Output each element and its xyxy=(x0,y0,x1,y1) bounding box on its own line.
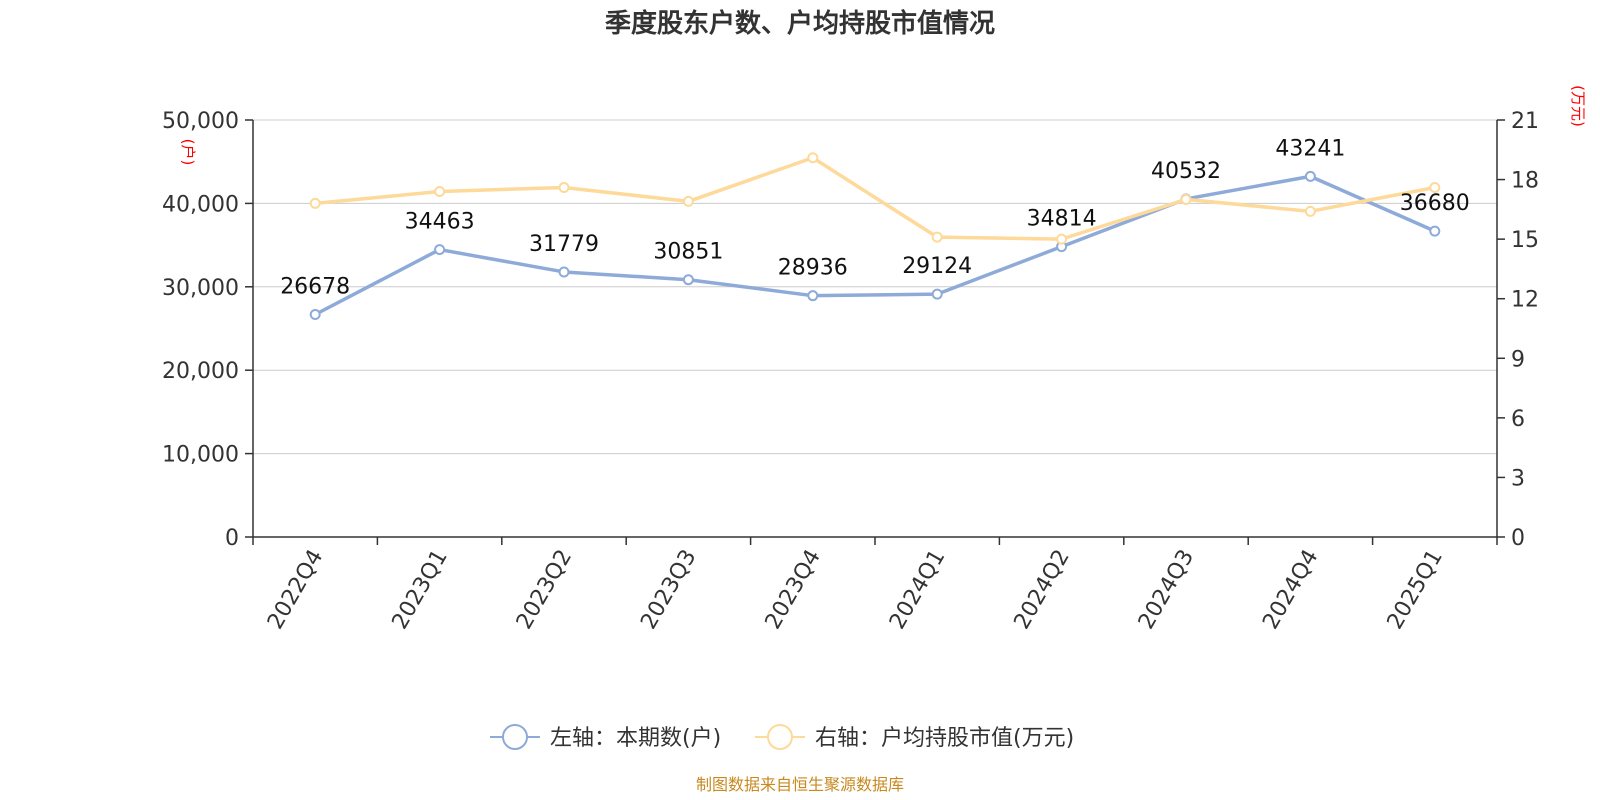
data-label: 31779 xyxy=(529,232,599,257)
data-label: 43241 xyxy=(1275,136,1345,161)
x-axis-tick-label: 2022Q4 xyxy=(263,546,328,634)
series-2-point xyxy=(309,197,321,209)
x-axis-tick-label: 2024Q1 xyxy=(885,545,950,633)
x-axis-tick-label: 2024Q2 xyxy=(1009,546,1074,634)
series-line-2 xyxy=(315,155,1436,241)
right-axis-tick-label: 9 xyxy=(1511,347,1525,372)
legend-swatch-marker xyxy=(767,724,793,750)
x-axis-tick-label: 2023Q3 xyxy=(636,546,701,634)
data-label: 26678 xyxy=(280,275,350,300)
data-label: 28936 xyxy=(778,256,848,281)
left-axis-unit: (户) xyxy=(179,139,197,166)
legend-label-2: 右轴：户均持股市值(万元) xyxy=(815,726,1074,751)
x-axis-tick-label: 2024Q3 xyxy=(1134,546,1199,634)
series-1-point xyxy=(682,274,694,286)
series-2-point xyxy=(434,185,446,197)
right-axis-tick-label: 3 xyxy=(1511,466,1525,491)
series-1-point xyxy=(1429,225,1441,237)
series-2-point xyxy=(931,231,943,243)
series-2-point xyxy=(1429,182,1441,194)
data-label: 36680 xyxy=(1400,191,1470,216)
legend[interactable]: 左轴：本期数(户) 右轴：户均持股市值(万元) xyxy=(490,724,1074,751)
series-2-point xyxy=(558,182,570,194)
left-axis-tick-label: 50,000 xyxy=(162,109,239,134)
right-axis-unit: (万元) xyxy=(1569,85,1587,127)
source-note: 制图数据来自恒生聚源数据库 xyxy=(696,775,904,794)
x-axis-tick-label: 2024Q4 xyxy=(1258,546,1323,634)
x-axis-tick-label: 2025Q1 xyxy=(1383,546,1448,634)
data-label: 34463 xyxy=(405,210,475,235)
left-axis-tick-label: 20,000 xyxy=(162,359,239,384)
x-axis-tick-label: 2023Q1 xyxy=(387,546,452,634)
chart-title: 季度股东户数、户均持股市值情况 xyxy=(605,8,995,39)
series-lines xyxy=(309,152,1441,321)
right-axis-tick-label: 6 xyxy=(1511,407,1525,432)
data-label: 30851 xyxy=(653,240,723,265)
x-axis-tick-label: 2023Q2 xyxy=(512,546,577,634)
legend-label-1: 左轴：本期数(户) xyxy=(550,726,721,751)
series-2-point xyxy=(1180,193,1192,205)
data-labels: 26678 34463 31779 30851 28936 29124 34814 40532… xyxy=(280,136,1470,299)
series-1-point xyxy=(434,244,446,256)
data-label: 34814 xyxy=(1027,207,1097,232)
left-axis-tick-label: 40,000 xyxy=(162,192,239,217)
series-2-point xyxy=(1056,233,1068,245)
series-2-point xyxy=(807,152,819,164)
right-axis-tick-label: 15 xyxy=(1511,228,1539,253)
right-axis-tick-label: 0 xyxy=(1511,526,1525,551)
series-1-point xyxy=(931,288,943,300)
left-axis-tick-label: 0 xyxy=(225,526,239,551)
right-axis-tick-label: 12 xyxy=(1511,288,1539,313)
series-1-point xyxy=(807,290,819,302)
series-line-1 xyxy=(314,174,1436,317)
grid-lines xyxy=(253,119,1497,455)
left-axis-tick-label: 30,000 xyxy=(162,276,239,301)
legend-swatch-marker xyxy=(502,724,528,750)
left-axis-tick-label: 10,000 xyxy=(162,443,239,468)
right-axis-tick-label: 21 xyxy=(1511,109,1539,134)
x-axis-tick-label: 2023Q4 xyxy=(761,546,826,634)
series-1-point xyxy=(309,309,321,321)
series-1-point xyxy=(1304,170,1316,182)
data-label: 29124 xyxy=(902,254,972,279)
series-1-point xyxy=(558,266,570,278)
series-2-point xyxy=(682,195,694,207)
series-2-point xyxy=(1304,205,1316,217)
data-label: 40532 xyxy=(1151,159,1221,184)
right-axis-tick-label: 18 xyxy=(1511,169,1539,194)
